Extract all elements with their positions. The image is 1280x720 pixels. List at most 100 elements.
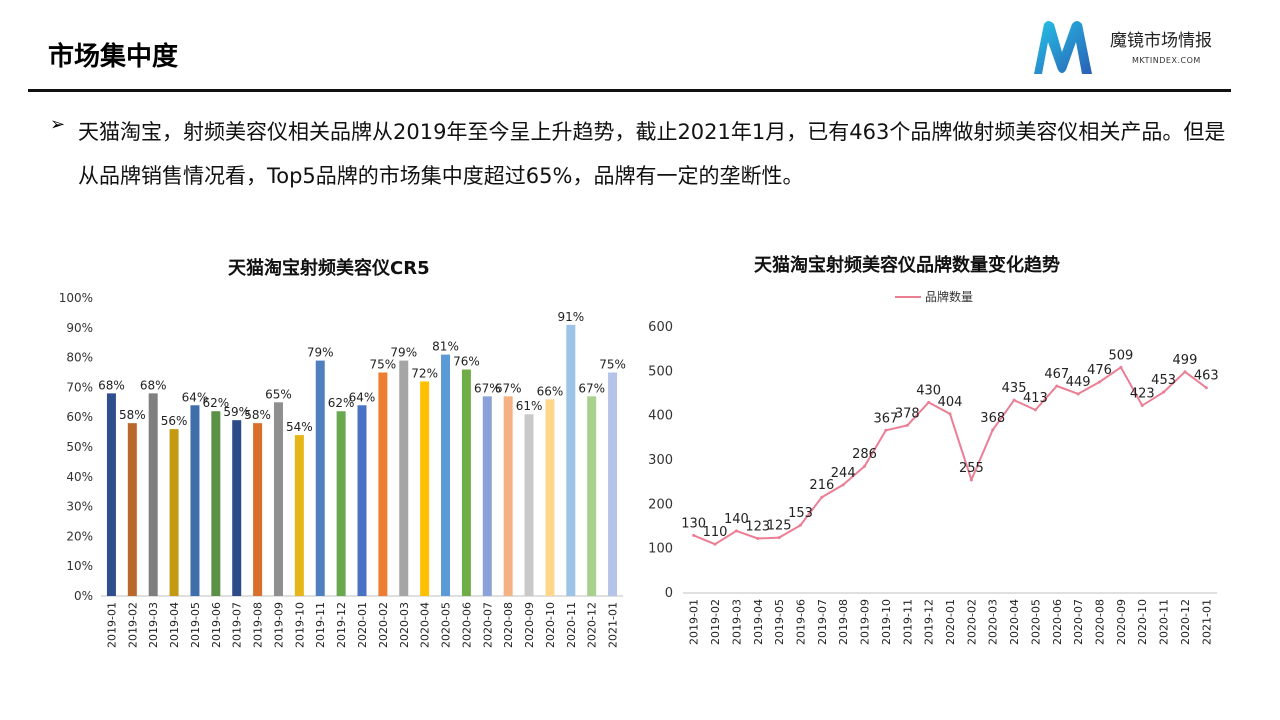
- x-tick-label: 2019-08: [252, 602, 265, 648]
- point-value-label: 110: [703, 525, 728, 540]
- x-tick-label: 2020-08: [502, 602, 515, 648]
- bar: [315, 360, 325, 596]
- x-tick-label: 2019-06: [794, 599, 807, 645]
- point-value-label: 216: [809, 478, 834, 493]
- bar: [587, 396, 597, 596]
- x-tick-label: 2020-11: [565, 602, 578, 648]
- x-tick-label: 2019-03: [147, 602, 160, 648]
- point-value-label: 368: [980, 411, 1005, 426]
- x-tick-label: 2020-09: [523, 602, 536, 648]
- data-point: [820, 495, 824, 499]
- bar: [169, 429, 179, 596]
- bar-value-label: 67%: [474, 381, 501, 395]
- title-divider: [28, 89, 1231, 92]
- point-value-label: 286: [852, 447, 877, 462]
- line-chart-title: 天猫淘宝射频美容仪品牌数量变化趋势: [754, 255, 1060, 276]
- bar-value-label: 66%: [537, 384, 564, 398]
- point-value-label: 413: [1023, 391, 1048, 406]
- x-tick-label: 2020-06: [1051, 599, 1064, 645]
- bar-value-label: 75%: [370, 358, 397, 372]
- x-tick-label: 2020-11: [1158, 599, 1171, 645]
- x-tick-label: 2019-06: [210, 602, 223, 648]
- bar: [232, 420, 242, 596]
- logo-m-mark: [1034, 21, 1092, 74]
- y-tick-label: 30%: [66, 500, 93, 514]
- x-tick-label: 2019-02: [126, 602, 139, 648]
- data-point: [1055, 384, 1059, 388]
- x-tick-label: 2019-04: [752, 599, 765, 645]
- bar: [357, 405, 367, 596]
- bar: [461, 369, 471, 596]
- x-tick-label: 2019-11: [901, 599, 914, 645]
- point-value-label: 367: [874, 411, 899, 426]
- bar-value-label: 72%: [411, 366, 438, 380]
- point-value-label: 423: [1130, 386, 1155, 401]
- data-point: [1162, 390, 1166, 394]
- x-tick-label: 2019-08: [837, 599, 850, 645]
- data-point: [1033, 408, 1037, 412]
- bar-value-label: 62%: [203, 396, 230, 410]
- y-tick-label: 40%: [66, 470, 93, 484]
- y-tick-label: 10%: [66, 559, 93, 573]
- data-point: [1076, 392, 1080, 396]
- x-tick-label: 2020-07: [1072, 599, 1085, 645]
- bar-value-label: 64%: [182, 390, 209, 404]
- point-value-label: 153: [788, 506, 813, 521]
- x-tick-label: 2020-05: [440, 602, 453, 648]
- y-tick-label: 500: [648, 364, 673, 379]
- y-tick-label: 400: [648, 409, 673, 424]
- bar: [148, 393, 158, 596]
- y-tick-label: 100%: [59, 291, 93, 305]
- point-value-label: 378: [895, 406, 920, 421]
- bar: [190, 405, 200, 596]
- x-tick-label: 2020-03: [398, 602, 411, 648]
- data-point: [1012, 398, 1016, 402]
- x-tick-label: 2019-09: [272, 602, 285, 648]
- x-tick-label: 2020-02: [377, 602, 390, 648]
- y-tick-label: 0: [665, 586, 673, 601]
- bar-value-label: 75%: [599, 358, 626, 372]
- y-tick-label: 20%: [66, 529, 93, 543]
- bar: [545, 399, 555, 596]
- data-point: [863, 464, 867, 468]
- bar: [441, 354, 451, 596]
- data-point: [905, 423, 909, 427]
- bar-value-label: 81%: [432, 340, 459, 354]
- x-tick-label: 2020-03: [987, 599, 1000, 645]
- data-point: [884, 428, 888, 432]
- bar-value-label: 58%: [244, 408, 271, 422]
- y-tick-label: 60%: [66, 410, 93, 424]
- summary-text: 天猫淘宝，射频美容仪相关品牌从2019年至今呈上升趋势，截止2021年1月，已有…: [78, 120, 1226, 188]
- x-tick-label: 2019-11: [314, 602, 327, 648]
- y-tick-label: 70%: [66, 380, 93, 394]
- y-tick-label: 0%: [74, 589, 93, 603]
- data-point: [948, 412, 952, 416]
- point-value-label: 430: [916, 383, 941, 398]
- y-tick-label: 90%: [66, 321, 93, 335]
- point-value-label: 140: [724, 512, 749, 527]
- data-point: [1140, 403, 1144, 407]
- point-value-label: 467: [1044, 367, 1069, 382]
- bar: [378, 372, 388, 596]
- y-tick-label: 100: [648, 542, 673, 557]
- y-tick-label: 600: [648, 320, 673, 335]
- data-point: [713, 542, 717, 546]
- data-point: [1183, 370, 1187, 374]
- x-tick-label: 2019-05: [773, 599, 786, 645]
- bar: [503, 396, 513, 596]
- bar-value-label: 62%: [328, 396, 355, 410]
- y-tick-label: 300: [648, 453, 673, 468]
- bar-value-label: 58%: [119, 408, 146, 422]
- x-tick-label: 2020-10: [544, 602, 557, 648]
- x-tick-label: 2019-10: [293, 602, 306, 648]
- x-tick-label: 2020-01: [356, 602, 369, 648]
- point-value-label: 404: [938, 395, 963, 410]
- data-point: [991, 428, 995, 432]
- data-point: [798, 523, 802, 527]
- logo-site: MKTINDEX.COM: [1132, 56, 1201, 65]
- data-point: [777, 536, 781, 540]
- point-value-label: 123: [745, 519, 770, 534]
- x-tick-label: 2019-09: [859, 599, 872, 645]
- data-point: [1204, 386, 1208, 390]
- page-title: 市场集中度: [48, 42, 179, 72]
